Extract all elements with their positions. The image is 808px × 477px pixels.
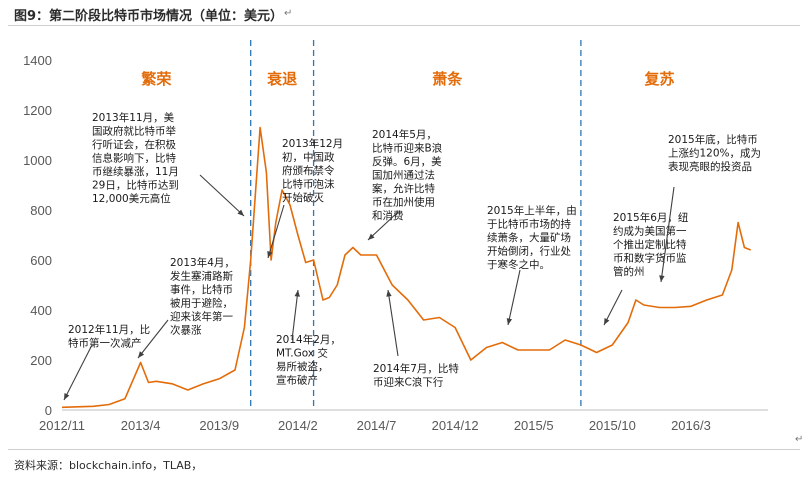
annotation-arrow [137, 319, 169, 359]
y-tick-label: 600 [30, 253, 52, 268]
phase-label: 萧条 [432, 70, 463, 88]
arrowhead-icon [386, 290, 392, 297]
annotation-text: 2012年11月，比特币第一次减产 [68, 323, 150, 350]
y-tick-label: 1000 [23, 153, 52, 168]
x-tick-label: 2015/10 [589, 418, 636, 433]
annotation-text: 2013年12月初，中国政府颁布禁令比特币泡沫开始破灭 [282, 137, 343, 204]
x-tick-label: 2014/12 [432, 418, 479, 433]
annotation-arrow [367, 211, 399, 241]
arrowhead-icon [368, 233, 375, 240]
x-tick-label: 2016/3 [671, 418, 711, 433]
annotation-arrow [387, 289, 399, 357]
y-tick-label: 400 [30, 303, 52, 318]
phase-label: 衰退 [266, 70, 297, 88]
y-tick-label: 200 [30, 353, 52, 368]
x-tick-label: 2013/4 [121, 418, 161, 433]
arrowhead-icon [659, 275, 665, 282]
x-tick-label: 2015/5 [514, 418, 554, 433]
arrowhead-icon [604, 318, 610, 325]
y-tick-label: 1400 [23, 53, 52, 68]
annotation-text: 2014年7月，比特币迎来C浪下行 [373, 362, 459, 389]
annotation-arrow [507, 269, 521, 326]
annotation-arrow [63, 344, 93, 401]
arrowhead-icon [138, 351, 145, 358]
price-line [61, 126, 751, 409]
annotation-text: 2013年4月，发生塞浦路斯事件，比特币被用于避险，迎来该年第一次暴涨 [170, 256, 235, 337]
annotation-arrow [603, 289, 623, 326]
annotation-arrow [199, 174, 245, 217]
arrowhead-icon [64, 393, 70, 400]
phase-label: 复苏 [643, 70, 674, 88]
chart-title: 图9：第二阶段比特币市场情况（单位：美元） [14, 9, 284, 24]
arrowhead-icon [267, 251, 273, 258]
y-tick-label: 0 [45, 403, 52, 418]
source-note: 资料来源：blockchain.info，TLAB， [14, 459, 203, 472]
arrowhead-icon [294, 290, 300, 297]
annotation-text: 2015年上半年，由于比特币市场的持续萧条，大量矿场开始倒闭，行业处于寒冬之中。 [487, 204, 577, 271]
annotation-arrow [660, 186, 675, 283]
top-divider [8, 25, 800, 26]
bottom-divider [8, 449, 800, 450]
annotation-text: 2014年5月，比特币迎来B浪反弹。6月，美国加州通过法案，允许比特币在加州使用… [372, 128, 443, 222]
paragraph-mark-icon: ↵ [795, 434, 804, 445]
y-tick-label: 800 [30, 203, 52, 218]
annotation-text: 2013年11月，美国政府就比特币举行听证会，在积极信息影响下，比特币继续暴涨，… [92, 111, 179, 205]
annotation-arrow [267, 204, 285, 259]
x-tick-label: 2014/2 [278, 418, 318, 433]
phase-label: 繁荣 [140, 70, 172, 88]
arrowhead-icon [506, 318, 513, 325]
annotation-text: 2014年2月， MT.Gox 交易所被盗，宣布破产 [276, 333, 341, 387]
x-tick-label: 2013/9 [199, 418, 239, 433]
arrowhead-icon [237, 209, 244, 216]
x-tick-label: 2014/7 [357, 418, 397, 433]
y-tick-label: 1200 [23, 103, 52, 118]
x-tick-label: 2012/11 [39, 418, 85, 433]
paragraph-mark-icon: ↵ [284, 8, 293, 19]
annotation-arrow [291, 289, 299, 341]
annotation-text: 2015年底，比特币上涨约120%，成为表现亮眼的投资品 [668, 133, 761, 173]
annotation-text: 2015年6月，纽约成为美国第一个推出定制比特币和数字货币监管的州 [613, 211, 689, 278]
